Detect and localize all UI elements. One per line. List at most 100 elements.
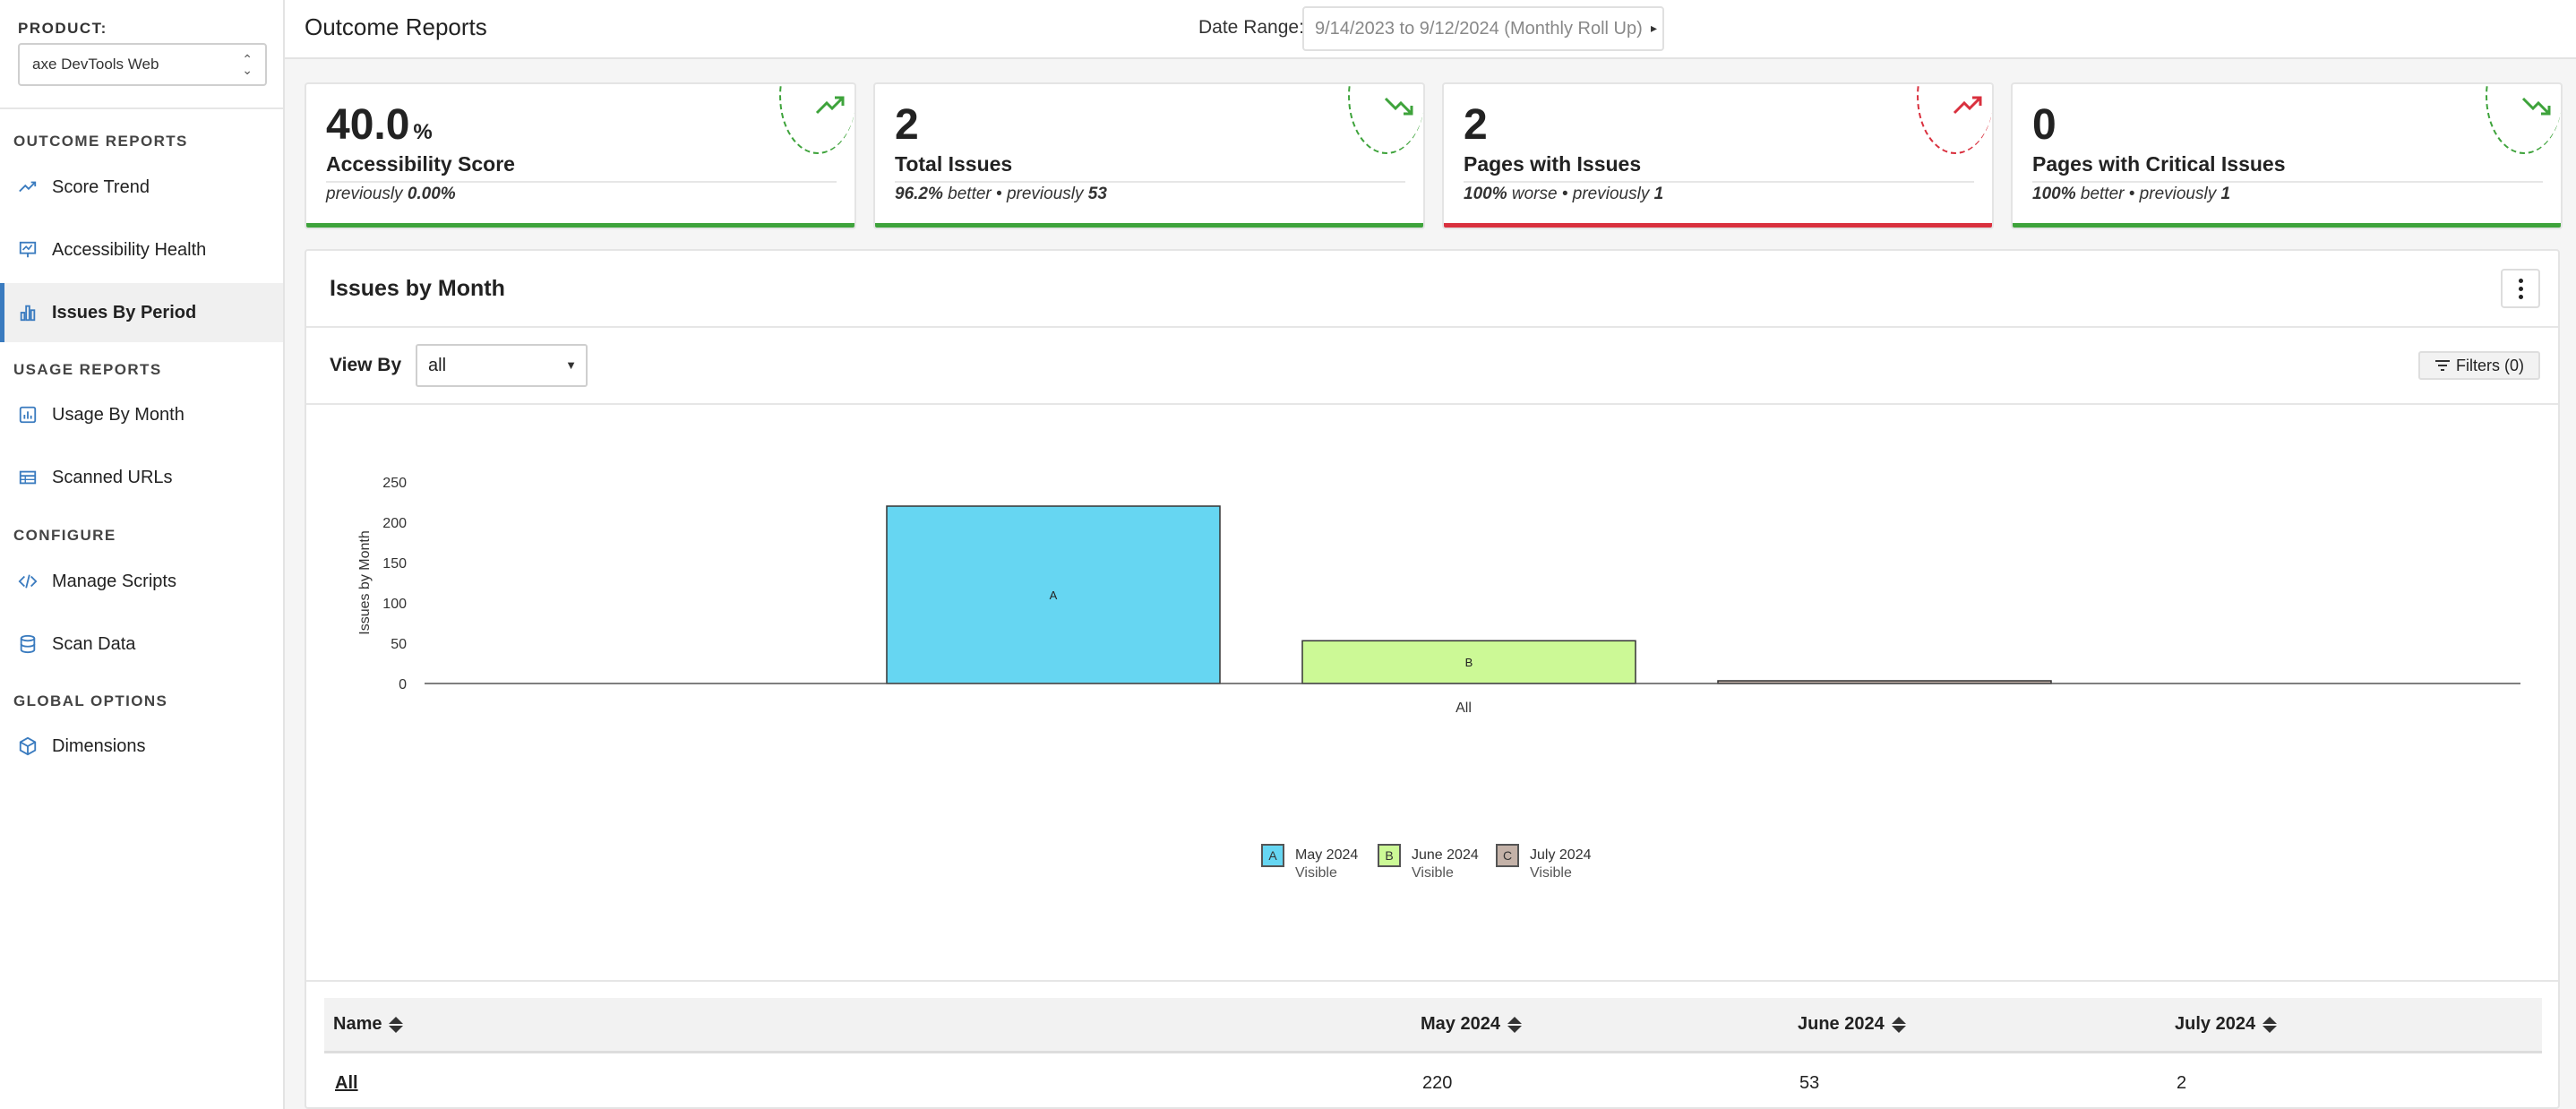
kpi-value: 40.0% [326,101,433,149]
sidebar-item-accessibility-health[interactable]: Accessibility Health [0,220,283,279]
kpi-status-bar [2013,223,2561,228]
product-select[interactable]: axe DevTools Web ⌃ ⌄ [18,43,267,86]
more-options-button[interactable] [2501,269,2540,308]
sidebar: PRODUCT: axe DevTools Web ⌃ ⌄ OUTCOME REP… [0,0,285,1109]
issues-bar-chart: 0 50 100 150 200 250 Issues by Month A B All [357,476,2520,716]
column-header-may-2024[interactable]: May 2024 [1421,1014,1522,1035]
bar-chart-icon [16,301,39,324]
sidebar-item-label: Issues By Period [52,302,197,322]
section-header-global-options: GLOBAL OPTIONS [13,692,168,709]
sort-icon [2263,1016,2278,1033]
panel-divider [306,403,2558,405]
cube-icon [16,735,39,758]
kpi-value: 2 [895,101,919,149]
legend-label: May 2024 [1295,847,1359,863]
table-icon [16,466,39,489]
y-tick-label: 200 [382,516,407,531]
sort-icon [389,1016,404,1033]
page-title: Outcome Reports [305,13,487,40]
sidebar-item-score-trend[interactable]: Score Trend [0,158,283,217]
legend-label: June 2024 [1412,847,1479,863]
database-icon [16,632,39,656]
sort-icon [1891,1016,1906,1033]
kpi-status-bar [875,223,1423,228]
date-range-label: Date Range: [1198,17,1304,38]
kpi-title: Pages with Issues [1464,152,1642,176]
y-tick-label: 50 [391,637,407,652]
kpi-card-pages-with-critical-issues: 0 Pages with Critical Issues 100% better… [2011,82,2563,229]
y-tick-label: 150 [382,556,407,572]
kpi-divider [1464,181,1974,183]
sidebar-item-scanned-urls[interactable]: Scanned URLs [0,448,283,507]
sidebar-divider [0,107,283,109]
bar-letter-label: B [1465,656,1473,669]
sidebar-item-label: Dimensions [52,735,146,756]
kebab-dot [2518,286,2523,291]
product-select-value: axe DevTools Web [32,56,159,73]
sort-icon [1507,1016,1522,1033]
sidebar-item-label: Scanned URLs [52,467,173,487]
kpi-card-total-issues: 2 Total Issues 96.2% better • previously… [873,82,1425,229]
date-range-picker[interactable]: 9/14/2023 to 9/12/2024 (Monthly Roll Up)… [1302,6,1664,51]
panel-divider [306,980,2558,982]
trend-line-icon [16,176,39,199]
kpi-divider [326,181,837,183]
column-header-july-2024[interactable]: July 2024 [2175,1014,2278,1035]
kpi-divider [895,181,1405,183]
trend-down-icon [2521,97,2551,116]
legend-swatch: A [1261,844,1284,867]
table-header-row: Name May 2024 June 2024 July 2024 [324,998,2542,1053]
kpi-card-accessibility-score: 40.0% Accessibility Score previously 0.0… [305,82,856,229]
presentation-chart-icon [16,238,39,262]
filters-button[interactable]: Filters (0) [2418,351,2540,380]
section-header-configure: CONFIGURE [13,527,116,544]
bar-b [1301,640,1636,684]
panel-title: Issues by Month [330,276,505,301]
table-cell-name-link[interactable]: All [335,1073,358,1093]
filters-label: Filters (0) [2456,356,2524,374]
sidebar-item-label: Accessibility Health [52,239,207,260]
sidebar-item-label: Usage By Month [52,404,185,425]
kpi-title: Pages with Critical Issues [2032,152,2286,176]
product-label: PRODUCT: [18,20,107,37]
x-category-label: All [1455,701,1472,716]
section-header-outcome-reports: OUTCOME REPORTS [13,133,188,150]
sidebar-item-dimensions[interactable]: Dimensions [0,717,283,776]
sidebar-item-manage-scripts[interactable]: Manage Scripts [0,552,283,611]
code-icon [16,570,39,593]
kpi-value: 2 [1464,101,1488,149]
column-header-june-2024[interactable]: June 2024 [1798,1014,1906,1035]
kpi-title: Accessibility Score [326,152,515,176]
legend-swatch: C [1496,844,1519,867]
sidebar-item-usage-by-month[interactable]: Usage By Month [0,385,283,444]
table-cell: 220 [1422,1073,1453,1093]
filter-icon [2435,360,2450,371]
kpi-value: 0 [2032,101,2057,149]
date-range-value: 9/14/2023 to 9/12/2024 (Monthly Roll Up) [1315,19,1643,39]
bar-letter-label: A [1050,589,1058,602]
view-by-select[interactable]: all ▼ [416,344,588,387]
caret-right-icon: ▸ [1650,21,1657,35]
table-cell: 2 [2177,1073,2187,1093]
kebab-dot [2518,294,2523,299]
y-axis-label: Issues by Month [357,530,373,635]
sidebar-item-scan-data[interactable]: Scan Data [0,615,283,674]
issues-by-month-panel: Issues by Month View By all ▼ Filters (0… [305,249,2560,1109]
section-header-usage-reports: USAGE REPORTS [13,361,162,378]
bar-a [886,505,1221,684]
chevron-up-down-icon: ⌃ ⌄ [242,52,253,77]
trend-up-icon [815,96,845,115]
column-header-name[interactable]: Name [333,1014,404,1035]
legend-label: July 2024 [1530,847,1592,863]
panel-divider [306,326,2558,328]
sidebar-item-label: Manage Scripts [52,571,176,591]
kpi-divider [2032,181,2543,183]
kpi-comparison: 100% better • previously 1 [2032,185,2231,203]
usage-chart-icon [16,403,39,426]
kpi-comparison: previously 0.00% [326,185,456,203]
caret-down-icon: ▼ [565,358,577,372]
legend-swatch: B [1378,844,1401,867]
y-tick-label: 100 [382,597,407,612]
trend-down-icon [1384,97,1413,116]
sidebar-item-issues-by-period[interactable]: Issues By Period [0,283,283,342]
